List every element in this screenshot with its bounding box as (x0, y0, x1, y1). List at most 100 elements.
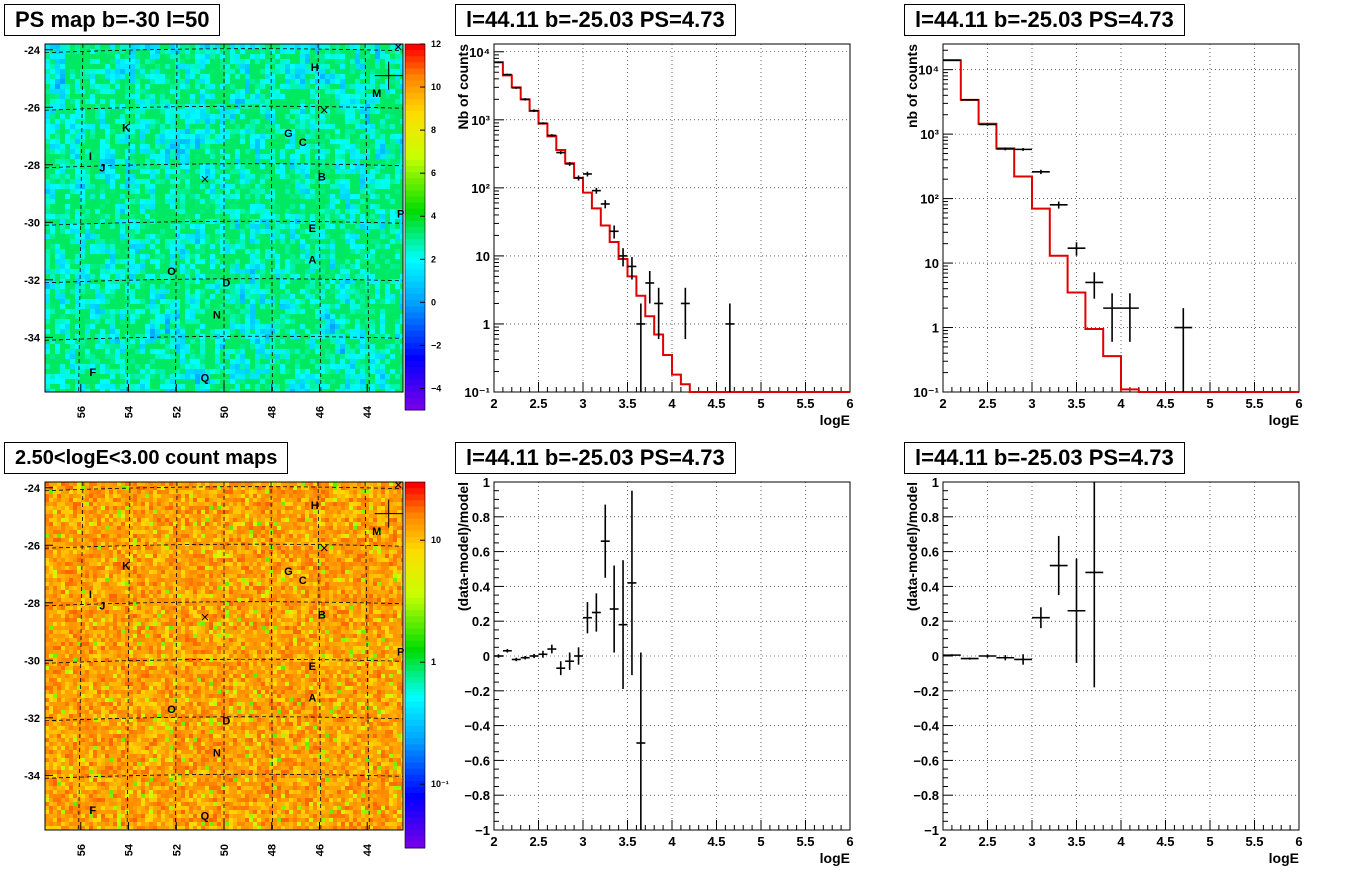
source-label-D: D (222, 716, 230, 728)
source-label-M: M (372, 526, 381, 538)
map-x-tick-label: 48 (267, 406, 279, 418)
x-axis-label: logE (820, 412, 850, 428)
map-longitude-line (317, 43, 322, 393)
data-point (609, 225, 619, 239)
x-tick-label: 3 (1028, 396, 1035, 411)
x-tick-label: 5.5 (796, 396, 814, 411)
map-x-tick-label: 44 (362, 843, 374, 856)
x-tick-label: 2 (939, 834, 946, 849)
source-label-H: H (311, 62, 319, 74)
x-tick-label: 3.5 (618, 396, 636, 411)
y-tick-label: 0.4 (472, 579, 491, 594)
spectrum-title-1: l=44.11 b=-25.03 PS=4.73 (455, 4, 736, 36)
source-label-G: G (284, 566, 293, 578)
source-label-D: D (222, 278, 230, 290)
data-point (943, 59, 961, 62)
map-latitude-line (44, 543, 404, 549)
spectrum-pad-2: 2 2.5 3 3.5 4 4.5 5 5.5 6 10⁻¹ 1 10 10² 10³ 10⁴ logE nb … (898, 0, 1347, 438)
source-x-marker (201, 175, 209, 183)
x-tick-label: 3.5 (1067, 834, 1085, 849)
map-x-tick-label: 50 (219, 844, 231, 856)
map-x-tick-label: 46 (314, 844, 326, 856)
map-longitude-line (175, 481, 178, 831)
map-longitude-line (364, 481, 370, 831)
data-point (1085, 272, 1104, 299)
color-bar-tick-label: −4 (431, 383, 441, 393)
y-tick-label: 0.8 (472, 510, 490, 525)
map-longitude-line (270, 43, 273, 393)
y-tick-label: 10⁻¹ (913, 385, 939, 400)
data-point (960, 99, 979, 101)
x-tick-label: 2 (490, 396, 497, 411)
data-point (1049, 201, 1068, 209)
residual-point (494, 654, 503, 658)
map-longitude-line (126, 481, 131, 831)
residual-point (583, 602, 592, 634)
y-tick-label: 0 (483, 649, 490, 664)
residual-point (609, 565, 619, 653)
source-label-A: A (308, 255, 316, 267)
residual-pad-2: 2 2.5 3 3.5 4 4.5 5 5.5 6 −1 −0.8 −0.6 −0.4 −0.2 0 0.2 0… (898, 438, 1347, 876)
color-bar-tick-label: 10 (431, 535, 441, 545)
map-x-tick-label: 56 (76, 406, 88, 418)
residual-point (511, 657, 521, 662)
data-point (725, 303, 735, 392)
x-axis-label: logE (1269, 412, 1299, 428)
source-x-marker (320, 544, 328, 552)
x-tick-label: 2.5 (529, 396, 547, 411)
residual-point (978, 654, 997, 658)
source-x-marker (201, 613, 209, 621)
map-x-tick-label: 50 (219, 406, 231, 418)
source-x-marker (394, 481, 402, 489)
data-point (556, 150, 566, 155)
y-tick-label: 0.6 (921, 545, 939, 560)
map-x-tick-label: 44 (362, 405, 374, 418)
x-tick-label: 3 (579, 834, 586, 849)
x-tick-label: 2.5 (529, 834, 547, 849)
map-latitude-line (44, 220, 404, 226)
source-label-J: J (99, 163, 105, 175)
data-point (1121, 293, 1139, 342)
data-point (645, 270, 655, 304)
map-y-tick-label: -28 (24, 160, 40, 172)
source-label-C: C (299, 137, 307, 149)
source-label-I: I (89, 151, 92, 163)
map-latitude-line (44, 335, 404, 341)
map-y-tick-label: -32 (24, 275, 40, 287)
source-label-O: O (167, 704, 176, 716)
source-label-A: A (308, 693, 316, 705)
color-bar-tick-label: 10 (431, 82, 441, 92)
target-cross-marker (374, 61, 403, 90)
x-tick-label: 2.5 (978, 834, 996, 849)
plot-grid (942, 481, 1300, 831)
model-histogram (943, 59, 1299, 393)
x-tick-label: 2.5 (978, 396, 996, 411)
model-histogram (494, 61, 850, 393)
residual-point (996, 655, 1015, 661)
data-point (600, 200, 610, 209)
ps-map-title: PS map b=-30 l=50 (4, 4, 221, 36)
y-tick-label: −0.2 (913, 684, 939, 699)
y-tick-label: 0 (932, 649, 939, 664)
ps-map-pad: 56 54 52 50 48 46 44 -24 -26 -28 -30 -32 -34 H M K G C I J B… (0, 0, 449, 438)
x-tick-label: 3.5 (618, 834, 636, 849)
x-tick-label: 4 (668, 834, 676, 849)
map-longitude-line (364, 43, 370, 393)
data-point (627, 257, 637, 280)
data-point (502, 73, 512, 76)
map-longitude-line (78, 43, 84, 393)
source-x-marker (320, 106, 328, 114)
map-x-tick-label: 54 (124, 843, 136, 856)
residual-point (565, 652, 575, 670)
color-bar-tick-label: 0 (431, 297, 436, 307)
y-tick-label: 0.2 (921, 614, 939, 629)
count-map-title: 2.50<logE<3.00 count maps (4, 442, 289, 474)
y-tick-label: 10³ (920, 127, 939, 142)
residual-point (636, 652, 646, 830)
map-y-tick-label: -30 (24, 655, 40, 667)
map-y-tick-label: -34 (24, 332, 41, 344)
x-tick-label: 2 (939, 396, 946, 411)
data-point (547, 134, 557, 137)
residual-point (1032, 607, 1050, 629)
y-tick-label: 1 (483, 475, 490, 490)
